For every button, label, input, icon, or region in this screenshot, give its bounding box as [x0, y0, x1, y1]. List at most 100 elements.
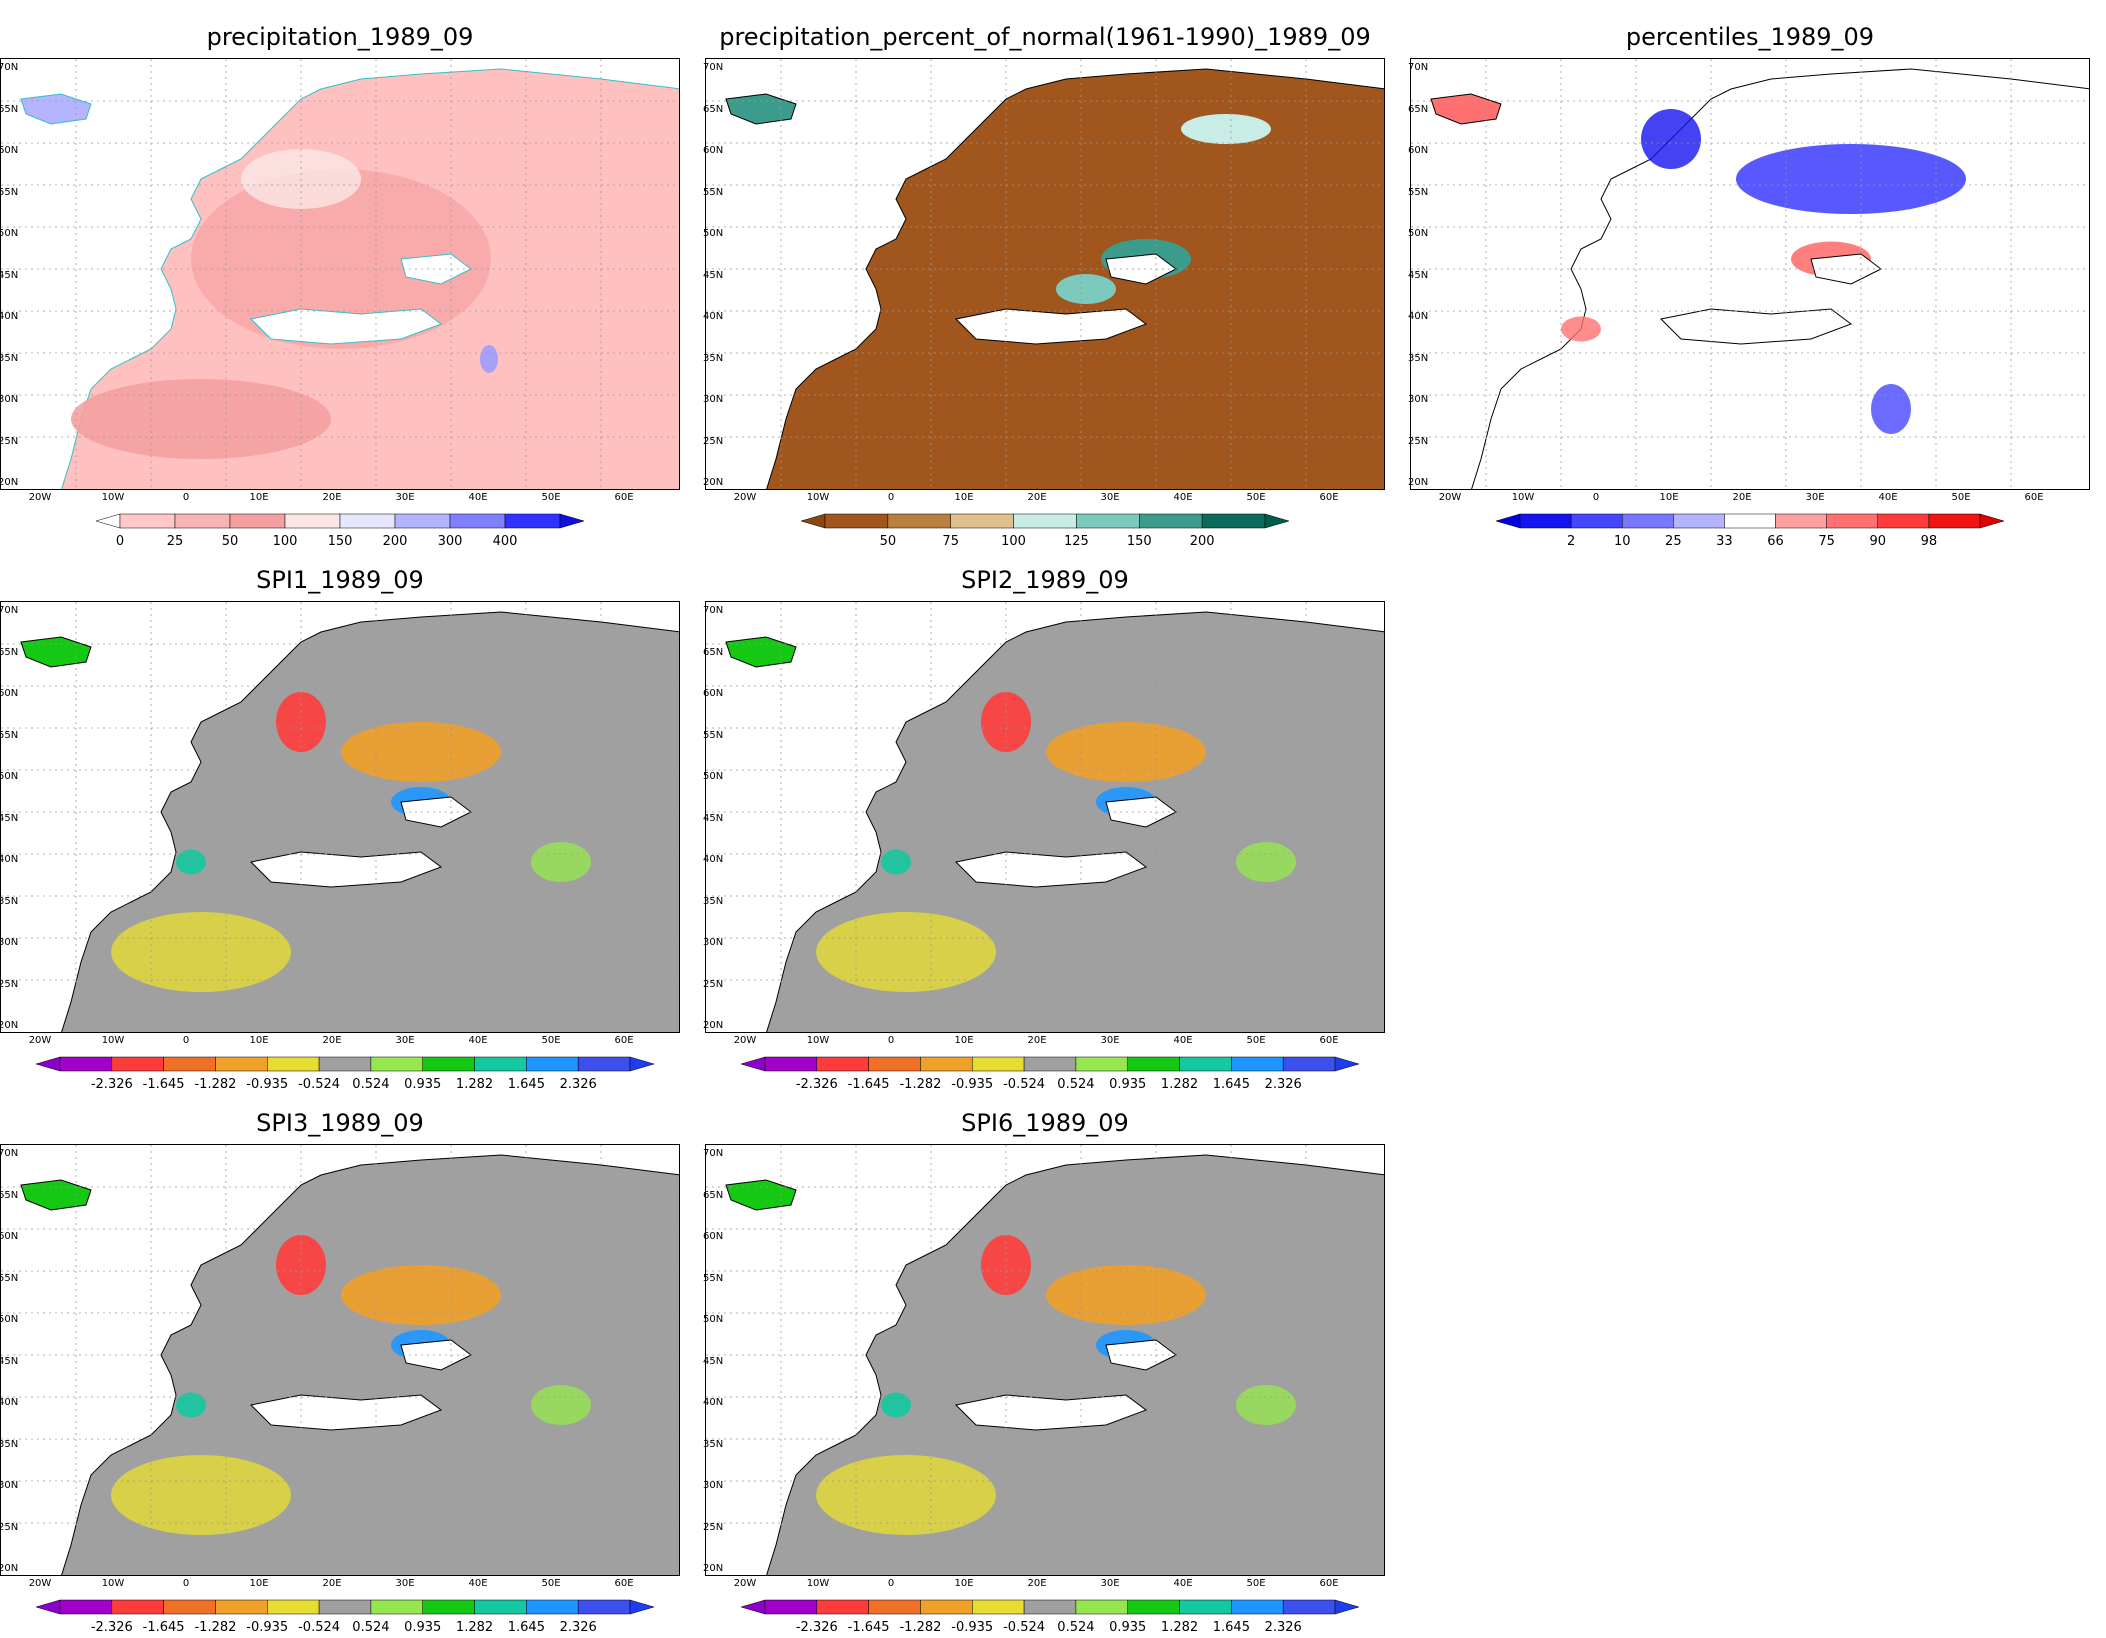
- lon-tick-label: 10W: [101, 492, 125, 503]
- lon-tick-label: 60E: [1319, 492, 1339, 503]
- colorbar-swatch: [920, 1056, 973, 1072]
- lat-tick-label: 45N: [1408, 269, 1429, 281]
- field-anomaly-blob: [531, 842, 591, 882]
- lon-tick-label: 20E: [322, 1035, 342, 1046]
- lat-tick-label: 20N: [0, 1563, 19, 1574]
- colorbar-tick-label: 150: [1126, 534, 1152, 549]
- colorbar-swatch: [1179, 1599, 1232, 1615]
- lat-tick-label: 30N: [703, 394, 724, 405]
- lon-tick-label: 10W: [101, 1035, 125, 1046]
- lon-tick-label: 0: [887, 1578, 895, 1589]
- colorbar-tick-label: -0.524: [298, 1077, 341, 1092]
- lon-tick-label: 0: [182, 1035, 190, 1046]
- lon-tick-label: 50E: [1246, 1035, 1266, 1046]
- iceland-field: [20, 636, 92, 668]
- lat-tick-label: 65N: [1408, 103, 1429, 115]
- lat-tick-label: 25N: [1408, 435, 1429, 447]
- field-anomaly-blob: [341, 1265, 501, 1325]
- colorbar-swatch: [59, 1056, 113, 1072]
- lat-tick-label: 25N: [0, 435, 19, 447]
- colorbar-swatch: [59, 1599, 113, 1615]
- black-sea: [1105, 253, 1177, 285]
- colorbar-left-arrow: [800, 513, 826, 529]
- colorbar-tick-label: -1.282: [899, 1077, 942, 1092]
- colorbar-swatches: [35, 1599, 655, 1615]
- lon-tick-label: 50E: [541, 1035, 561, 1046]
- field-anomaly-blob: [1236, 1385, 1296, 1425]
- lat-tick-label: 20N: [1408, 477, 1429, 488]
- colorbar-swatch: [339, 513, 396, 529]
- colorbar: -2.326 -1.645 -1.282 -0.935 -0.524 0.524 0.935…: [705, 1055, 1385, 1095]
- lon-tick-label: 60E: [1319, 1578, 1339, 1589]
- colorbar-swatch: [1928, 513, 1981, 529]
- field-anomaly-blob: [881, 849, 911, 875]
- colorbar-tick-label: 2.326: [1264, 1620, 1302, 1635]
- lat-tick-label: 45N: [0, 1355, 19, 1367]
- map-area: [0, 1144, 680, 1576]
- colorbar: -2.326 -1.645 -1.282 -0.935 -0.524 0.524 0.935…: [705, 1598, 1385, 1638]
- colorbar-swatch: [816, 1599, 869, 1615]
- colorbar-right-arrow: [1979, 513, 2005, 529]
- colorbar-swatch: [1724, 513, 1776, 529]
- field-anomaly-blob: [1181, 114, 1271, 144]
- lat-tick-label: 45N: [703, 269, 724, 281]
- lon-tick-label: 20E: [322, 1578, 342, 1589]
- map-area: [705, 601, 1385, 1033]
- colorbar-tick-label: 1.645: [1212, 1077, 1250, 1092]
- colorbar-left-arrow: [95, 513, 121, 529]
- lon-tick-label: 10E: [249, 492, 269, 503]
- colorbar-swatch: [111, 1599, 164, 1615]
- colorbar-swatch: [1826, 513, 1879, 529]
- colorbar-swatch: [1570, 513, 1623, 529]
- black-sea: [400, 1339, 472, 1371]
- lon-tick-label: 40E: [1878, 492, 1898, 503]
- colorbar-swatch: [1023, 1599, 1077, 1615]
- lon-tick-label: 60E: [614, 1035, 634, 1046]
- lon-tick-label: 20W: [733, 1035, 757, 1046]
- map-area: [705, 58, 1385, 490]
- colorbar-tick-label: 10: [1613, 534, 1631, 549]
- colorbar-tick-label: 90: [1869, 534, 1887, 549]
- colorbar-swatch: [1519, 513, 1572, 529]
- lat-tick-label: 50N: [0, 771, 19, 782]
- colorbar-tick-label: 1.282: [455, 1077, 494, 1092]
- lat-tick-label: 65N: [0, 1189, 19, 1201]
- lon-tick-label: 10W: [806, 1578, 830, 1589]
- field-anomaly-blob: [111, 1455, 291, 1535]
- panel-spi1: SPI1_1989_09 70N 65N 60N 55N 50N 45N 40N 35N 30N 2…: [0, 563, 680, 1093]
- lon-tick-label: 30E: [395, 492, 415, 503]
- colorbar-tick-label: 75: [942, 534, 959, 549]
- lon-tick-label: 10W: [806, 492, 830, 503]
- black-sea: [1105, 796, 1177, 828]
- colorbar-swatch: [318, 1056, 372, 1072]
- lon-tick-label: 60E: [614, 492, 634, 503]
- panel-percentiles: percentiles_1989_09 70N 65N 60N 55N 50N 45N 40N…: [1408, 20, 2090, 550]
- colorbar-tick-label: 0: [115, 534, 125, 549]
- lon-tick-label: 10W: [1511, 492, 1535, 503]
- colorbar-tick-label: 75: [1818, 534, 1835, 549]
- colorbar-right-arrow: [1334, 1056, 1360, 1072]
- colorbar-right-arrow: [1264, 513, 1290, 529]
- field-anomaly-blob: [1046, 722, 1206, 782]
- lat-tick-label: 40N: [703, 854, 724, 865]
- colorbar-tick-label: 66: [1767, 534, 1784, 549]
- panel-title: SPI6_1989_09: [961, 1109, 1129, 1137]
- lat-tick-label: 55N: [703, 729, 724, 741]
- field-anomaly-blob: [176, 1392, 206, 1418]
- black-sea: [1810, 253, 1882, 285]
- panel-precipitation: precipitation_1989_09 70N 65N 60N 55N 50N 45N 4…: [0, 20, 680, 550]
- field-anomaly-blob: [816, 1455, 996, 1535]
- colorbar-swatch: [950, 513, 1014, 529]
- colorbar-swatch: [1013, 513, 1077, 529]
- iceland-field: [20, 1179, 92, 1211]
- lat-tick-label: 30N: [0, 394, 19, 405]
- lon-tick-label: 0: [887, 492, 895, 503]
- colorbar-tick-label: 98: [1920, 534, 1938, 549]
- lat-tick-label: 55N: [0, 186, 19, 198]
- lon-tick-label: 20E: [1027, 1578, 1047, 1589]
- colorbar-swatch: [816, 1056, 869, 1072]
- colorbar-tick-label: -0.935: [246, 1077, 289, 1092]
- lat-tick-label: 25N: [0, 978, 19, 990]
- colorbar-swatch: [267, 1056, 320, 1072]
- lat-tick-label: 55N: [703, 186, 724, 198]
